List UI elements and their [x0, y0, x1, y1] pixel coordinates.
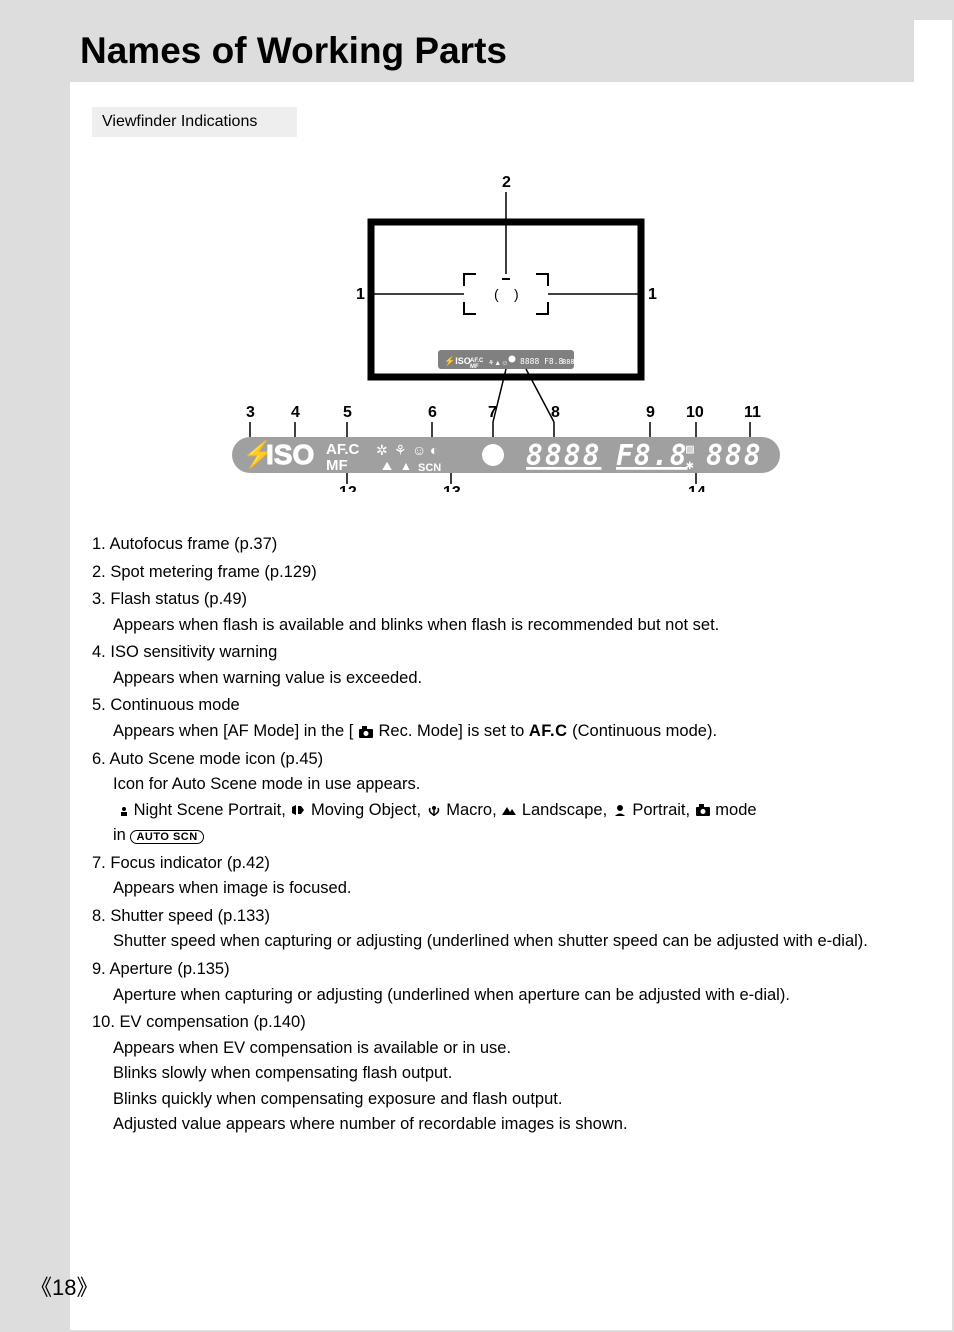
svg-text:☺: ☺ [412, 442, 426, 458]
item-desc: Shutter speed when capturing or adjustin… [92, 929, 914, 955]
svg-text:3: 3 [246, 404, 255, 421]
camera-icon [695, 803, 711, 817]
item-label: Focus indicator (p.42) [110, 854, 270, 872]
item-label: Aperture (p.135) [109, 960, 229, 978]
afc-label: AF.C [529, 722, 568, 740]
svg-text:◐: ◐ [430, 442, 438, 458]
item-desc: Appears when EV compensation is availabl… [92, 1036, 914, 1062]
svg-text:2: 2 [502, 174, 511, 191]
item-3: 3. Flash status (p.49) Appears when flas… [92, 587, 914, 638]
item-6: 6. Auto Scene mode icon (p.45) Icon for … [92, 747, 914, 849]
item-num: 9. [92, 960, 106, 978]
item-desc: Adjusted value appears where number of r… [92, 1112, 914, 1138]
macro-icon [426, 803, 442, 817]
camera-icon [358, 725, 374, 739]
item-label: Flash status (p.49) [110, 590, 247, 608]
svg-text:▨: ▨ [686, 442, 694, 457]
content-list: 1. Autofocus frame (p.37) 2. Spot meteri… [70, 532, 942, 1138]
item-desc: Blinks slowly when compensating flash ou… [92, 1061, 914, 1087]
item-7: 7. Focus indicator (p.42) Appears when i… [92, 851, 914, 902]
landscape-icon [501, 803, 517, 817]
svg-text:1: 1 [648, 286, 657, 303]
svg-text:9: 9 [646, 404, 655, 421]
page-number: 《18》 [30, 1270, 99, 1302]
svg-text:10: 10 [686, 404, 704, 421]
svg-text:⚡ISO: ⚡ISO [444, 355, 471, 367]
item-10: 10. EV compensation (p.140) Appears when… [92, 1010, 914, 1138]
svg-text:5: 5 [343, 404, 352, 421]
svg-text:8888 F8.8: 8888 F8.8 [520, 357, 564, 366]
item-desc: Appears when [AF Mode] in the [ Rec. Mod… [92, 719, 914, 745]
svg-text:(: ( [494, 286, 499, 302]
item-num: 8. [92, 907, 106, 925]
svg-text:1: 1 [356, 286, 365, 303]
item-num: 6. [92, 750, 106, 768]
svg-text:888: 888 [562, 358, 575, 366]
item-label: Shutter speed (p.133) [110, 907, 270, 925]
page: Names of Working Parts Viewfinder Indica… [70, 20, 952, 1330]
item-num: 10. [92, 1013, 115, 1031]
autoscn-badge: AUTO SCN [130, 830, 203, 844]
item-num: 1. [92, 535, 106, 553]
page-title: Names of Working Parts [80, 30, 914, 72]
item-desc: Aperture when capturing or adjusting (un… [92, 983, 914, 1009]
svg-text:12: 12 [339, 484, 357, 492]
item-label: Auto Scene mode icon (p.45) [109, 750, 323, 768]
svg-text:▲: ▲ [400, 459, 412, 473]
svg-text:14: 14 [688, 484, 706, 492]
svg-text:): ) [514, 286, 519, 302]
item-num: 7. [92, 854, 106, 872]
night-portrait-icon [113, 803, 129, 817]
item-9: 9. Aperture (p.135) Aperture when captur… [92, 957, 914, 1008]
item-8: 8. Shutter speed (p.133) Shutter speed w… [92, 904, 914, 955]
svg-text:MF: MF [470, 364, 479, 370]
item-1: 1. Autofocus frame (p.37) [92, 532, 914, 558]
item-icon-line: Night Scene Portrait, Moving Object, Mac… [92, 798, 914, 824]
viewfinder-diagram: ( ) 2 1 1 ⚡ISO AF.C MF ⚘▲☺ 8888 F8.8 888… [226, 172, 786, 492]
svg-text:888: 888 [706, 439, 763, 472]
svg-text:MF: MF [326, 457, 348, 474]
svg-text:11: 11 [744, 404, 761, 421]
svg-text:4: 4 [291, 404, 300, 421]
item-num: 2. [92, 563, 106, 581]
svg-text:⚘▲☺: ⚘▲☺ [488, 359, 508, 367]
svg-text:ISO: ISO [266, 439, 314, 470]
svg-text:8888: 8888 [526, 439, 601, 472]
item-desc: Appears when flash is available and blin… [92, 613, 914, 639]
svg-text:⛰: ⛰ [382, 459, 392, 473]
item-desc: Appears when image is focused. [92, 876, 914, 902]
item-num: 4. [92, 643, 106, 661]
title-bar: Names of Working Parts [68, 20, 914, 82]
item-num: 5. [92, 696, 106, 714]
item-desc: Blinks quickly when compensating exposur… [92, 1087, 914, 1113]
item-5: 5. Continuous mode Appears when [AF Mode… [92, 693, 914, 744]
item-label: Spot metering frame (p.129) [110, 563, 316, 581]
svg-text:F8.8: F8.8 [616, 439, 687, 472]
item-num: 3. [92, 590, 106, 608]
item-4: 4. ISO sensitivity warning Appears when … [92, 640, 914, 691]
item-desc: Icon for Auto Scene mode in use appears. [92, 772, 914, 798]
svg-text:✲: ✲ [376, 442, 388, 458]
item-desc: Appears when warning value is exceeded. [92, 666, 914, 692]
svg-text:13: 13 [443, 484, 461, 492]
item-label: Autofocus frame (p.37) [109, 535, 277, 553]
subheading: Viewfinder Indications [92, 107, 297, 137]
svg-text:6: 6 [428, 404, 437, 421]
moving-object-icon [290, 803, 306, 817]
svg-text:AF.C: AF.C [326, 441, 360, 458]
portrait-icon [612, 803, 628, 817]
svg-text:SCN: SCN [418, 462, 441, 474]
svg-text:⚘: ⚘ [394, 442, 407, 458]
item-icon-line-2: in AUTO SCN [92, 823, 914, 849]
item-2: 2. Spot metering frame (p.129) [92, 560, 914, 586]
svg-text:✱: ✱ [686, 458, 694, 473]
item-label: ISO sensitivity warning [110, 643, 277, 661]
item-label: Continuous mode [110, 696, 239, 714]
item-label: EV compensation (p.140) [120, 1013, 306, 1031]
